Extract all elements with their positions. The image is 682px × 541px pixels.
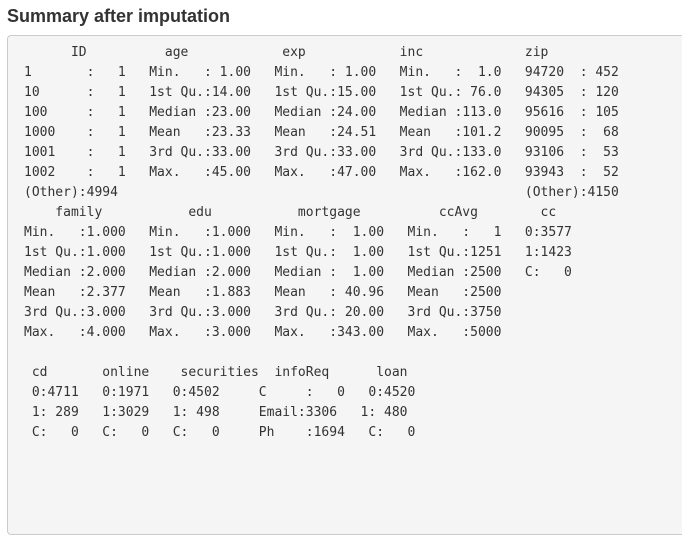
table-1-row: 1 : 1 Min. : 1.00 Min. : 1.00 Min. : 1.0… bbox=[24, 65, 635, 80]
table-2-row: Median :2.000 Median :2.000 Median : 1.0… bbox=[24, 265, 588, 280]
table-1-row: 1000 : 1 Mean :23.33 Mean :24.51 Mean :1… bbox=[24, 125, 635, 140]
table-2-row: 3rd Qu.:3.000 3rd Qu.:3.000 3rd Qu.: 20.… bbox=[24, 305, 588, 320]
table-3-row: 0:4711 0:1971 0:4502 C : 0 0:4520 bbox=[24, 385, 431, 400]
table-3-header: cd online securities infoReq loan bbox=[24, 365, 439, 380]
console-output-box[interactable]: ID age exp inc zip 1 : 1 Min. : 1.00 Min… bbox=[7, 35, 682, 535]
table-1-row: 100 : 1 Median :23.00 Median :24.00 Medi… bbox=[24, 105, 635, 120]
table-2-row: 1st Qu.:1.000 1st Qu.:1.000 1st Qu.: 1.0… bbox=[24, 245, 588, 260]
table-1-row: 1001 : 1 3rd Qu.:33.00 3rd Qu.:33.00 3rd… bbox=[24, 145, 635, 160]
table-1-row: (Other):4994 (Other):4150 bbox=[24, 185, 635, 200]
table-2-row: Min. :1.000 Min. :1.000 Min. : 1.00 Min.… bbox=[24, 225, 588, 240]
table-1-row: 1002 : 1 Max. :45.00 Max. :47.00 Max. :1… bbox=[24, 165, 635, 180]
table-2-row: Max. :4.000 Max. :3.000 Max. :343.00 Max… bbox=[24, 325, 588, 340]
table-1-header: ID age exp inc zip bbox=[24, 45, 588, 60]
table-3-row: C: 0 C: 0 C: 0 Ph :1694 C: 0 bbox=[24, 425, 431, 440]
section-title: Summary after imputation bbox=[7, 6, 231, 26]
table-2-header: family edu mortgage ccAvg cc bbox=[24, 205, 604, 220]
table-1-row: 10 : 1 1st Qu.:14.00 1st Qu.:15.00 1st Q… bbox=[24, 85, 635, 100]
table-2-row: Mean :2.377 Mean :1.883 Mean : 40.96 Mea… bbox=[24, 285, 588, 300]
table-3-row: 1: 289 1:3029 1: 498 Email:3306 1: 480 bbox=[24, 405, 424, 420]
summary-output: ID age exp inc zip 1 : 1 Min. : 1.00 Min… bbox=[8, 36, 682, 443]
